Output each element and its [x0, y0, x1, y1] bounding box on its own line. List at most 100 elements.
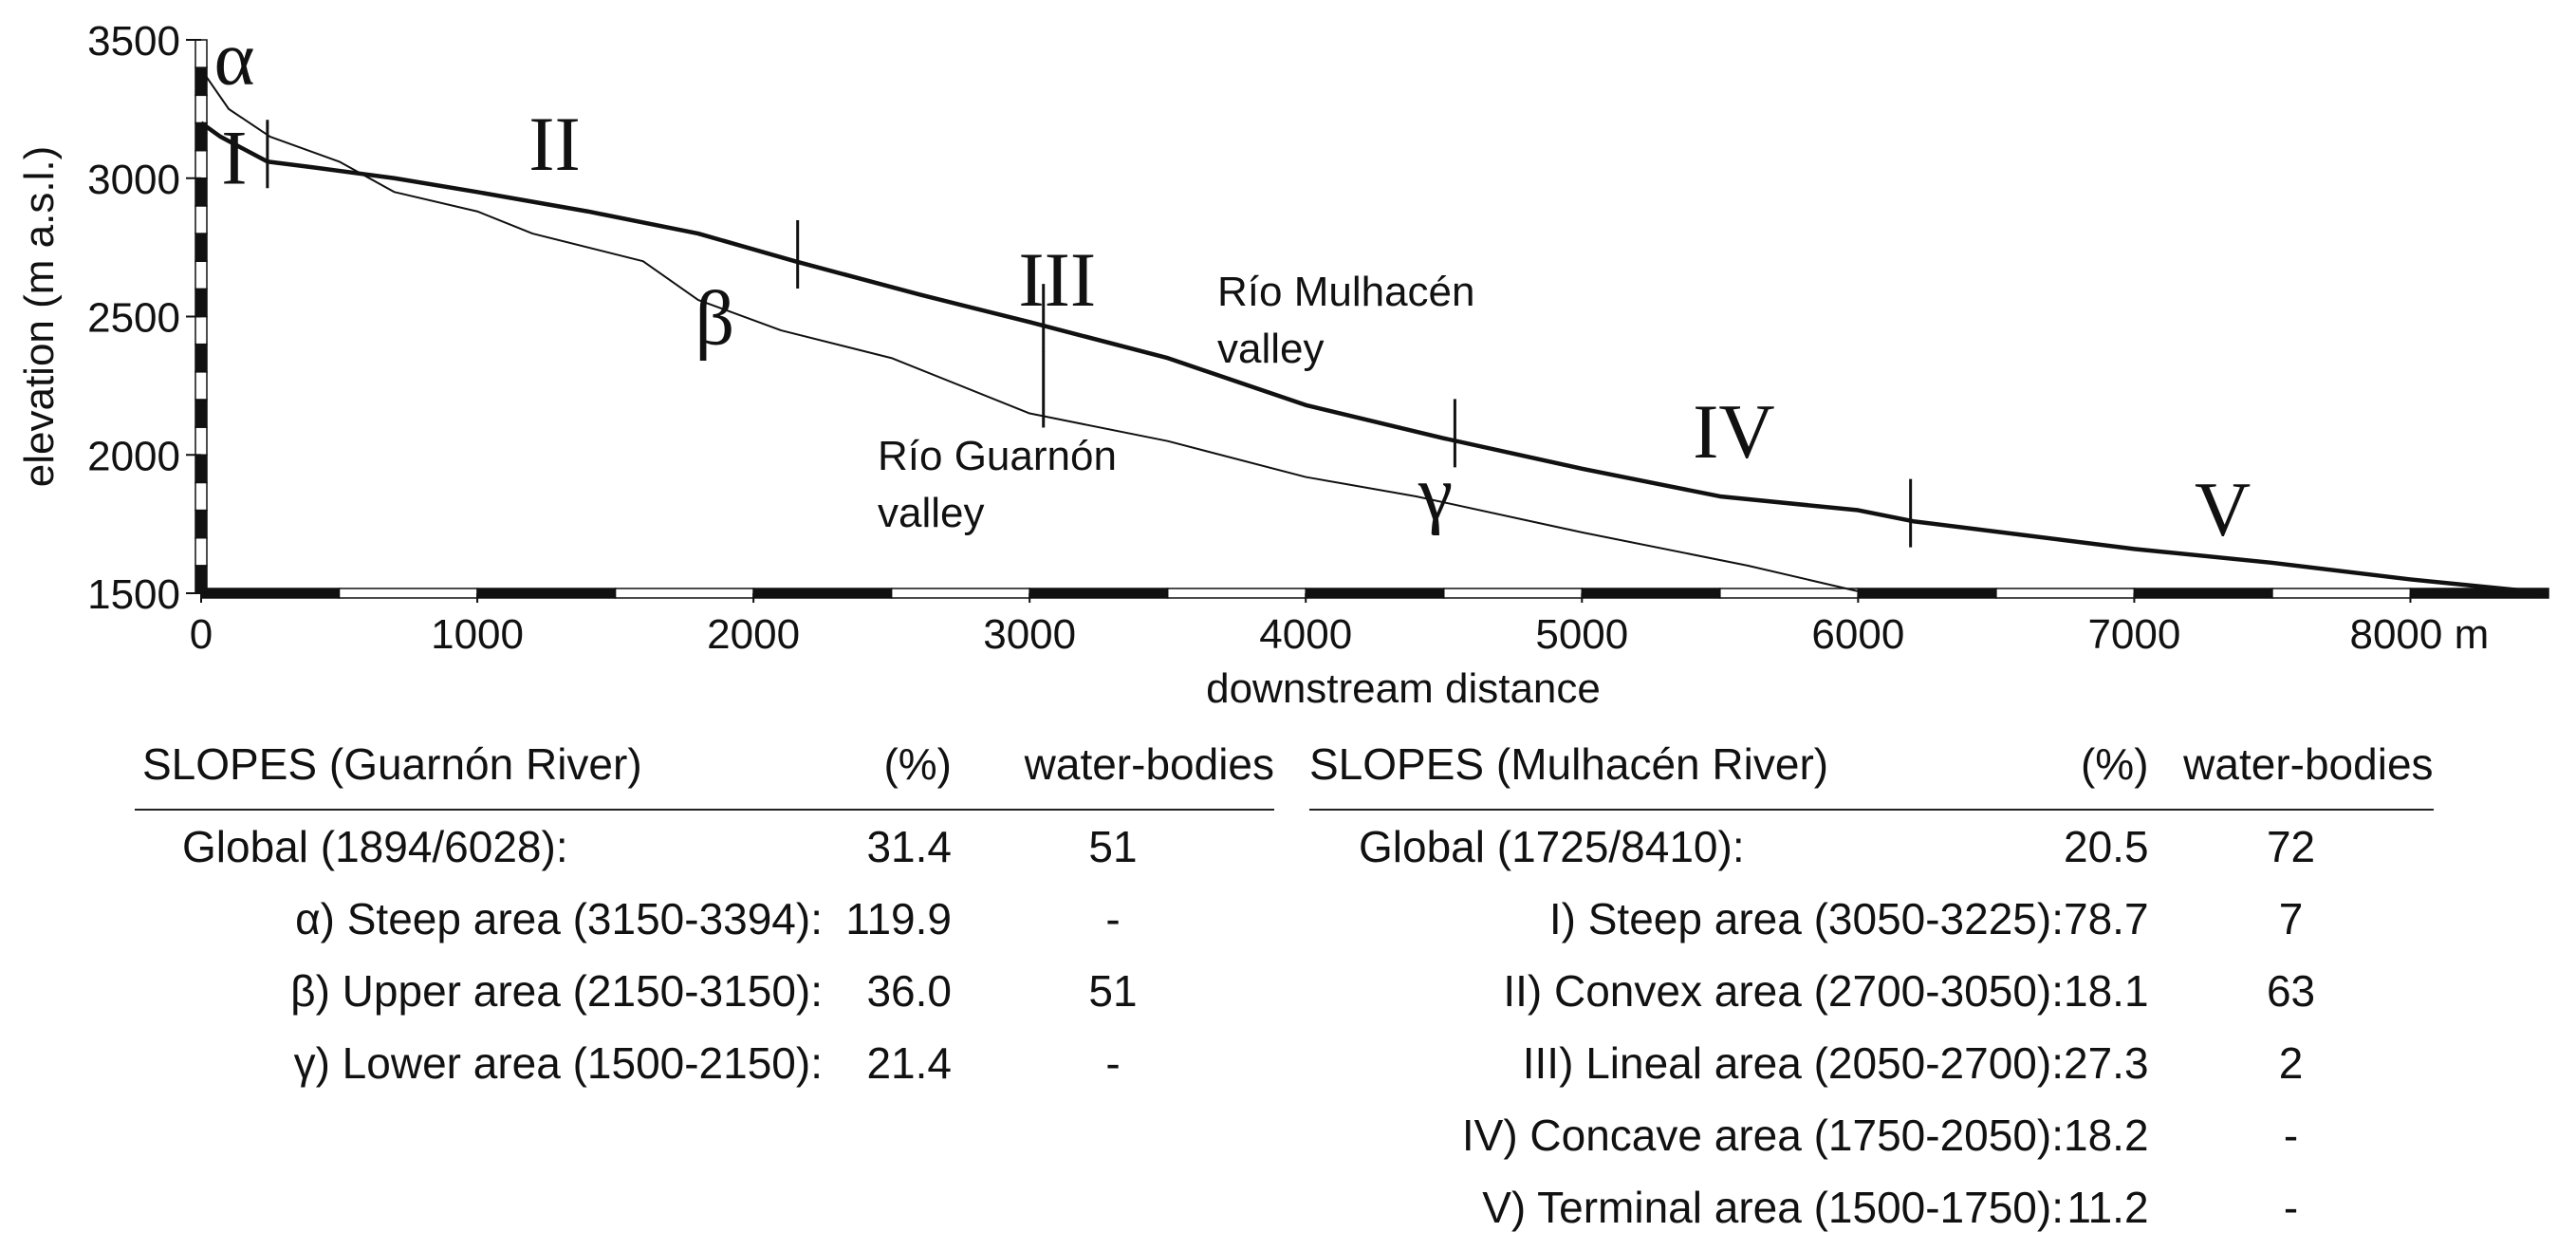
segment-label: β — [695, 275, 735, 362]
x-axis-scale-segment — [1857, 588, 1997, 599]
valley-label-line: Río Mulhacén — [1217, 269, 1474, 315]
table-row: IV) Concave area (1750-2050): 18.2 - — [1309, 1099, 2434, 1171]
segment-label: α — [213, 15, 254, 102]
y-axis-scale-segment — [195, 260, 208, 290]
table-header-row: SLOPES (Mulhacén River) (%) water-bodies — [1309, 738, 2434, 811]
row-water-bodies: 63 — [2266, 966, 2316, 1016]
segment-label: I — [221, 115, 247, 201]
row-water-bodies: - — [1105, 1038, 1121, 1088]
y-axis-scale-segment — [195, 94, 208, 124]
x-tick-label: 8000 m — [2349, 611, 2489, 658]
x-tick-label: 2000 — [707, 611, 800, 658]
row-water-bodies: 7 — [2278, 894, 2304, 943]
valley-label-line: valley — [878, 490, 985, 536]
table-row: II) Convex area (2700-3050): 18.1 63 — [1309, 955, 2434, 1027]
row-label: II) Convex area (2700-3050): — [1503, 966, 2064, 1016]
table-row: Global (1725/8410): 20.5 72 — [1309, 810, 2434, 883]
table-row: III) Lineal area (2050-2700): 27.3 2 — [1309, 1027, 2434, 1099]
header-water-bodies: water-bodies — [952, 738, 1274, 811]
y-tick-label: 1500 — [87, 571, 180, 618]
guarnon-valley-label: Río Guarnón valley — [878, 433, 1117, 536]
x-axis-scale-segment — [338, 588, 478, 599]
header-slopes: SLOPES (Mulhacén River) — [1309, 738, 2064, 811]
header-slopes: SLOPES (Guarnón River) — [135, 738, 823, 811]
y-axis-title: elevation (m a.s.l.) — [16, 146, 63, 487]
row-percent: 20.5 — [2064, 822, 2149, 871]
x-tick-label: 3000 — [983, 611, 1076, 658]
x-axis-scale-segment — [2271, 588, 2412, 599]
row-label: IV) Concave area (1750-2050): — [1461, 1111, 2064, 1160]
x-axis-scale-segment — [614, 588, 754, 599]
y-axis-scale-segment — [195, 66, 208, 97]
elevation-profile-chart: 0 1000 2000 3000 4000 5000 6000 7000 8000 m 1500 2… — [16, 15, 2549, 712]
x-axis-scale-segment — [1581, 588, 1721, 599]
table-header-row: SLOPES (Guarnón River) (%) water-bodies — [135, 738, 1274, 811]
x-tick-label: 6000 — [1811, 611, 1904, 658]
x-tick-label: 1000 — [431, 611, 524, 658]
x-tick-label: 7000 — [2087, 611, 2180, 658]
x-axis-scale-segment — [1029, 588, 1169, 599]
y-tick-label: 2500 — [87, 295, 180, 342]
segment-label: γ — [1418, 449, 1453, 535]
x-axis-scale-segment — [1995, 588, 2136, 599]
row-label: I) Steep area (3050-3225): — [1548, 894, 2064, 943]
mulhacen-valley-label: Río Mulhacén valley — [1217, 269, 1474, 372]
x-axis-scale-segment — [752, 588, 893, 599]
x-tick-label: 5000 — [1535, 611, 1628, 658]
y-axis-scale-segment — [195, 454, 208, 484]
row-label: III) Lineal area (2050-2700): — [1522, 1038, 2064, 1088]
x-axis-scale-segment — [1305, 588, 1445, 599]
row-label: V) Terminal area (1500-1750): — [1482, 1183, 2064, 1232]
table-row: γ) Lower area (1500-2150): 21.4 - — [135, 1027, 1274, 1099]
segment-label: III — [1018, 236, 1096, 323]
mulhacen-slopes-table: SLOPES (Mulhacén River) (%) water-bodies… — [1309, 738, 2434, 1243]
row-label: α) Steep area (3150-3394): — [295, 894, 823, 943]
y-axis-scale-segment — [195, 426, 208, 457]
y-tick-label: 3500 — [87, 18, 180, 65]
row-water-bodies: 51 — [1088, 966, 1138, 1016]
y-axis-scale-segment — [195, 177, 208, 207]
segment-label: IV — [1693, 388, 1775, 475]
row-water-bodies: - — [2283, 1183, 2299, 1232]
x-axis-title: downstream distance — [1206, 665, 1601, 712]
table-row: I) Steep area (3050-3225): 78.7 7 — [1309, 883, 2434, 955]
row-percent: 18.2 — [2064, 1111, 2149, 1160]
row-water-bodies: 2 — [2278, 1038, 2304, 1088]
y-tick-label: 3000 — [87, 157, 180, 203]
segment-label: II — [528, 101, 581, 187]
row-water-bodies: - — [2283, 1111, 2299, 1160]
table-row: α) Steep area (3150-3394): 119.9 - — [135, 883, 1274, 955]
row-percent: 18.1 — [2064, 966, 2149, 1016]
row-percent: 27.3 — [2064, 1038, 2149, 1088]
y-axis-scale-segment — [195, 205, 208, 234]
guarnon-slopes-table: SLOPES (Guarnón River) (%) water-bodies … — [135, 738, 1274, 1099]
table-row: β) Upper area (2150-3150): 36.0 51 — [135, 955, 1274, 1027]
table-row: Global (1894/6028): 31.4 51 — [135, 810, 1274, 883]
x-axis-scale-segment — [200, 588, 341, 599]
row-percent: 21.4 — [866, 1038, 952, 1088]
header-percent: (%) — [2064, 738, 2149, 811]
x-axis-scale-segment — [890, 588, 1030, 599]
header-water-bodies: water-bodies — [2148, 738, 2434, 811]
y-tick-label: 2000 — [87, 433, 180, 479]
mulhacen-profile-line — [199, 121, 2549, 596]
x-axis-scale-segment — [1443, 588, 1584, 599]
x-tick-label: 4000 — [1259, 611, 1352, 658]
y-axis-scale-segment — [195, 509, 208, 539]
header-percent: (%) — [823, 738, 952, 811]
y-axis-scale-segment — [195, 481, 208, 512]
row-percent: 36.0 — [866, 966, 952, 1016]
y-axis-scale-segment — [195, 371, 208, 401]
row-water-bodies: 51 — [1088, 822, 1138, 871]
row-percent: 31.4 — [866, 822, 952, 871]
row-water-bodies: - — [1105, 894, 1121, 943]
y-axis-scale-segment — [195, 315, 208, 345]
x-tick-label: 0 — [190, 611, 213, 658]
valley-label-line: Río Guarnón — [878, 433, 1117, 479]
y-axis-scale-segment — [195, 233, 208, 262]
row-percent: 78.7 — [2064, 894, 2149, 943]
x-axis-scale-segment — [1166, 588, 1307, 599]
row-water-bodies: 72 — [2266, 822, 2316, 871]
row-label: Global (1725/8410): — [1359, 822, 1745, 871]
y-axis-scale-segment — [195, 149, 208, 179]
